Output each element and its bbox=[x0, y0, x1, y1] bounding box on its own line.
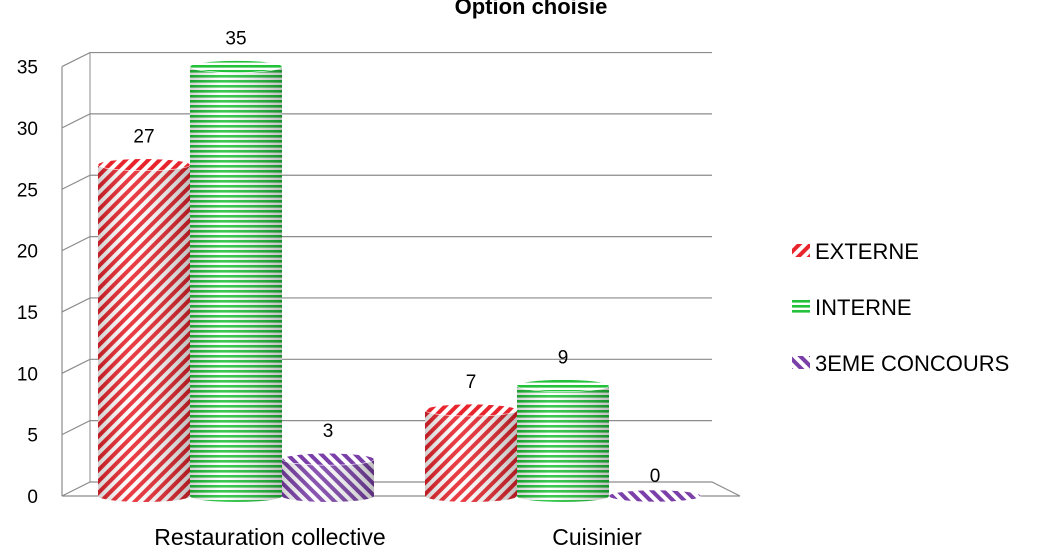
data-label: 0 bbox=[650, 466, 661, 487]
y-tick-label: 20 bbox=[17, 242, 38, 263]
data-label: 3 bbox=[323, 421, 334, 442]
y-tick-label: 15 bbox=[17, 303, 38, 324]
legend-label: EXTERNE bbox=[815, 239, 919, 264]
legend-item: INTERNE bbox=[792, 295, 912, 320]
legend-swatch bbox=[792, 356, 810, 369]
y-tick-label: 0 bbox=[27, 487, 38, 508]
y-tick-label: 5 bbox=[27, 426, 38, 447]
y-tick-label: 35 bbox=[17, 58, 38, 79]
legend-label: 3EME CONCOURS bbox=[815, 351, 1009, 376]
gridline bbox=[61, 113, 712, 129]
bar bbox=[608, 489, 702, 503]
legend-swatch bbox=[792, 300, 810, 313]
bar bbox=[97, 158, 191, 502]
bar bbox=[516, 379, 610, 502]
bar bbox=[189, 60, 283, 503]
data-label: 35 bbox=[225, 29, 246, 50]
bar bbox=[281, 452, 375, 502]
y-tick-label: 30 bbox=[17, 119, 38, 140]
chart-title: Option choisie bbox=[455, 0, 608, 19]
data-label: 9 bbox=[558, 348, 569, 369]
legend-item: EXTERNE bbox=[792, 239, 919, 264]
x-axis-labels: Restauration collective Cuisinier bbox=[154, 524, 642, 550]
y-tick-label: 10 bbox=[17, 364, 38, 385]
y-tick-label: 25 bbox=[17, 180, 38, 201]
data-label: 7 bbox=[466, 372, 477, 393]
category-label: Cuisinier bbox=[552, 524, 642, 550]
legend: EXTERNE INTERNE 3EME CONCOURS bbox=[792, 239, 1009, 376]
data-label: 27 bbox=[133, 127, 154, 148]
legend-label: INTERNE bbox=[815, 295, 912, 320]
bars bbox=[97, 60, 702, 503]
legend-item: 3EME CONCOURS bbox=[792, 351, 1009, 376]
category-label: Restauration collective bbox=[154, 524, 385, 550]
bar bbox=[424, 403, 518, 502]
gridline bbox=[61, 51, 712, 68]
data-labels: 27 35 3 7 9 0 bbox=[133, 29, 660, 487]
legend-swatch bbox=[792, 244, 810, 257]
